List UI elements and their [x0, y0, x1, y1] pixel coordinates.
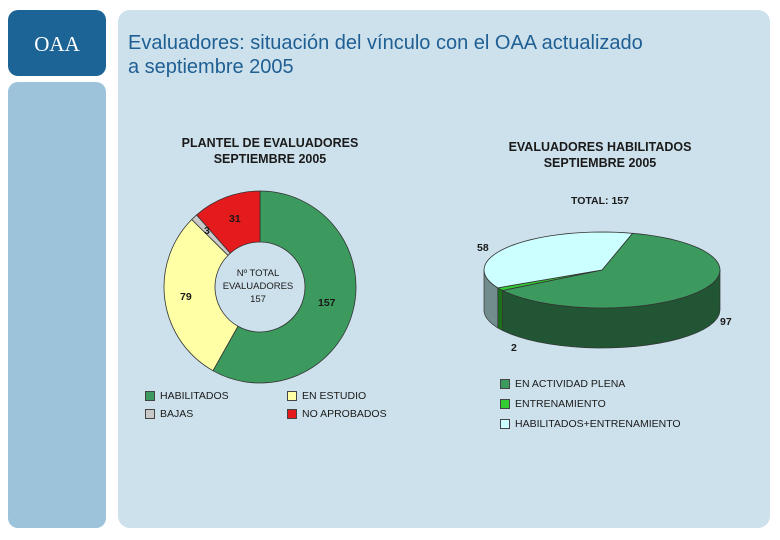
legend-label: HABILITADOS+ENTRENAMIENTO [515, 418, 681, 430]
donut-label-no-aprobados: 31 [229, 213, 241, 225]
chart1-title-line1: PLANTEL DE EVALUADORES [181, 136, 359, 150]
chart2-title: EVALUADORES HABILITADOS SEPTIEMBRE 2005 [470, 139, 730, 171]
legend-label: BAJAS [160, 408, 194, 420]
page-title-line2: a septiembre 2005 [128, 56, 294, 78]
chart2-title-line2: SEPTIEMBRE 2005 [543, 156, 657, 170]
pie3d-label-entrenamiento: 2 [511, 342, 517, 354]
donut-label-habilitados: 157 [318, 297, 336, 309]
donut-center-line2: EVALUADORES [222, 281, 294, 292]
legend-swatch [145, 409, 155, 419]
chart2-title-line1: EVALUADORES HABILITADOS [508, 140, 692, 154]
pie3d-side-wall [497, 287, 503, 332]
pie3d-slice [483, 231, 634, 289]
page-title-line1: Evaluadores: situación del vínculo con e… [128, 32, 643, 54]
donut-slice [196, 190, 261, 254]
donut-label-bajas: 3 [204, 225, 210, 237]
pie3d-legend-hab-entrenamiento: HABILITADOS+ENTRENAMIENTO [500, 418, 681, 430]
legend-swatch [500, 399, 510, 409]
donut-slice [212, 190, 357, 384]
legend-swatch [145, 391, 155, 401]
donut-center-line1: Nº TOTAL [236, 268, 280, 279]
legend-label: NO APROBADOS [302, 408, 387, 420]
pie3d-label-hab-entrenamiento: 58 [477, 242, 489, 254]
donut-legend-no-aprobados: NO APROBADOS [287, 408, 387, 420]
page-title: Evaluadores: situación del vínculo con e… [128, 31, 768, 79]
logo-text: OAA [34, 32, 80, 56]
chart1-title-line2: SEPTIEMBRE 2005 [213, 152, 327, 166]
chart2-subtitle: TOTAL: 157 [571, 195, 629, 207]
legend-label: EN ESTUDIO [302, 390, 367, 402]
donut-center-value: 157 [250, 294, 266, 305]
pie3d-label-actividad: 97 [720, 316, 732, 328]
legend-swatch [287, 391, 297, 401]
logo-box: OAA [8, 10, 106, 76]
donut-legend-bajas: BAJAS [145, 408, 193, 420]
legend-label: HABILITADOS [160, 390, 229, 402]
donut-center-text: Nº TOTAL EVALUADORES 157 [222, 267, 294, 306]
pie3d-legend-entrenamiento: ENTRENAMIENTO [500, 398, 606, 410]
legend-label: EN ACTIVIDAD PLENA [515, 378, 626, 390]
side-bar [8, 82, 106, 528]
legend-swatch [287, 409, 297, 419]
pie3d-slice [501, 232, 721, 309]
donut-slice [163, 218, 239, 372]
legend-swatch [500, 419, 510, 429]
chart1-title: PLANTEL DE EVALUADORES SEPTIEMBRE 2005 [150, 135, 390, 167]
donut-label-en-estudio: 79 [180, 291, 192, 303]
donut-legend-en-estudio: EN ESTUDIO [287, 390, 366, 402]
legend-label: ENTRENAMIENTO [515, 398, 606, 410]
pie3d-legend-actividad: EN ACTIVIDAD PLENA [500, 378, 625, 390]
donut-legend-habilitados: HABILITADOS [145, 390, 229, 402]
legend-swatch [500, 379, 510, 389]
